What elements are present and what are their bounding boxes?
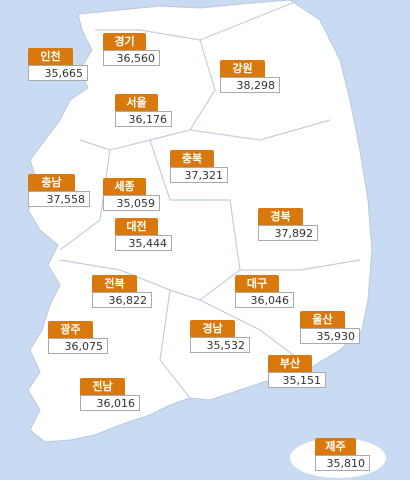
region-value: 35,151	[268, 372, 326, 388]
region-label: 울산 35,930	[300, 311, 360, 344]
region-value: 35,532	[190, 337, 250, 353]
region-label: 강원 38,298	[220, 60, 280, 93]
region-name: 경남	[190, 320, 235, 337]
region-label: 충남 37,558	[28, 174, 90, 207]
region-name: 부산	[268, 355, 312, 372]
region-value: 36,046	[235, 292, 294, 308]
region-label: 세종 35,059	[103, 178, 160, 211]
region-label: 경북 37,892	[258, 208, 318, 241]
region-label: 대구 36,046	[235, 275, 294, 308]
region-label: 부산 35,151	[268, 355, 326, 388]
region-value: 36,176	[115, 111, 172, 127]
region-name: 광주	[48, 321, 93, 338]
region-value: 38,298	[220, 77, 280, 93]
region-name: 전남	[80, 378, 125, 395]
region-value: 35,059	[103, 195, 160, 211]
region-name: 인천	[28, 48, 73, 65]
region-name: 전북	[92, 275, 137, 292]
region-label: 전남 36,016	[80, 378, 140, 411]
region-name: 경북	[258, 208, 303, 225]
region-label: 제주 35,810	[315, 438, 370, 471]
region-value: 37,321	[170, 167, 228, 183]
region-label: 전북 36,822	[92, 275, 152, 308]
mainland	[27, 0, 373, 443]
region-label: 경남 35,532	[190, 320, 250, 353]
region-name: 세종	[103, 178, 146, 195]
region-value: 35,444	[115, 235, 172, 251]
region-value: 35,810	[315, 455, 370, 471]
region-name: 강원	[220, 60, 265, 77]
region-label: 대전 35,444	[115, 218, 172, 251]
region-value: 37,892	[258, 225, 318, 241]
region-name: 제주	[315, 438, 356, 455]
region-name: 울산	[300, 311, 345, 328]
region-name: 서울	[115, 94, 158, 111]
region-label: 서울 36,176	[115, 94, 172, 127]
region-value: 35,665	[28, 65, 88, 81]
region-value: 37,558	[28, 191, 90, 207]
region-value: 36,075	[48, 338, 108, 354]
region-name: 충남	[28, 174, 75, 191]
region-label: 경기 36,560	[103, 33, 160, 66]
region-label: 충북 37,321	[170, 150, 228, 183]
region-value: 36,560	[103, 50, 160, 66]
region-label: 인천 35,665	[28, 48, 88, 81]
region-name: 충북	[170, 150, 214, 167]
region-value: 36,016	[80, 395, 140, 411]
region-value: 35,930	[300, 328, 360, 344]
region-value: 36,822	[92, 292, 152, 308]
region-name: 대구	[235, 275, 279, 292]
borders	[59, 0, 361, 399]
region-name: 대전	[115, 218, 158, 235]
region-label: 광주 36,075	[48, 321, 108, 354]
region-name: 경기	[103, 33, 146, 50]
